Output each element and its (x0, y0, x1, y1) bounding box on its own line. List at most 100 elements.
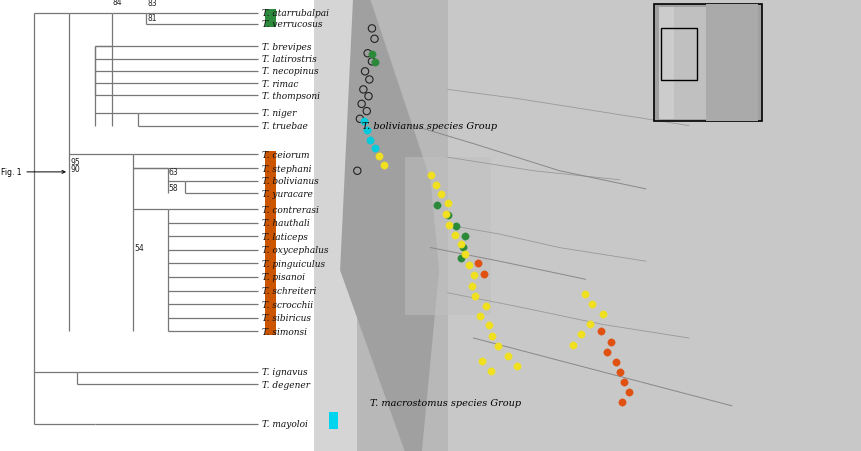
Point (369, 60, 382, 67)
Bar (329, 412, 338, 429)
Point (360, 108, 374, 115)
Text: T. brevipes: T. brevipes (262, 43, 311, 52)
Text: T. bolivianus species Group: T. bolivianus species Group (362, 122, 497, 131)
Text: T. niger: T. niger (262, 109, 296, 118)
Point (622, 389, 635, 396)
Point (486, 332, 499, 340)
Bar (661, 29, 697, 81)
Point (617, 379, 631, 386)
Point (441, 212, 455, 219)
Text: T. sibiricus: T. sibiricus (262, 313, 311, 322)
Point (458, 251, 472, 258)
Point (360, 127, 374, 134)
Text: T. ignavus: T. ignavus (262, 368, 307, 377)
Point (357, 118, 371, 125)
Point (585, 301, 599, 308)
Point (615, 399, 629, 406)
Bar (265, 10, 276, 28)
Text: T. simonsi: T. simonsi (262, 327, 307, 336)
Text: T. hauthali: T. hauthali (262, 219, 309, 228)
Text: 95: 95 (71, 158, 80, 167)
Text: T. truebae: T. truebae (262, 122, 307, 131)
Text: 54: 54 (134, 244, 144, 253)
Text: T. laticeps: T. laticeps (262, 232, 307, 241)
Point (363, 137, 377, 144)
Point (356, 87, 370, 94)
Point (443, 222, 456, 229)
Bar (265, 152, 276, 335)
Text: 63: 63 (169, 168, 178, 177)
Text: 90: 90 (71, 165, 80, 173)
Point (448, 232, 461, 239)
Text: T. mayoloi: T. mayoloi (262, 419, 307, 428)
Point (596, 311, 610, 318)
Text: T. macrostomus species Group: T. macrostomus species Group (370, 398, 522, 407)
Text: T. pinguiculus: T. pinguiculus (262, 259, 325, 268)
Point (377, 162, 391, 170)
Text: T. latirostris: T. latirostris (262, 55, 317, 64)
Point (424, 172, 437, 179)
Point (467, 272, 480, 279)
Text: 84: 84 (113, 0, 122, 7)
Bar (659, 8, 758, 120)
Point (441, 200, 455, 207)
Text: T. stephani: T. stephani (262, 164, 311, 173)
Point (468, 293, 482, 300)
Point (358, 69, 372, 76)
Point (455, 241, 468, 248)
Bar (654, 5, 762, 122)
Text: 58: 58 (169, 183, 178, 192)
Text: T. pisanoi: T. pisanoi (262, 273, 305, 282)
Point (434, 191, 448, 198)
Point (583, 321, 597, 328)
Point (491, 343, 505, 350)
Bar (706, 5, 758, 122)
Point (353, 116, 367, 123)
Point (594, 328, 608, 335)
Point (475, 357, 489, 364)
Point (480, 303, 493, 310)
Point (465, 283, 479, 290)
Point (368, 145, 381, 152)
Text: T. oxycephalus: T. oxycephalus (262, 246, 328, 255)
Point (471, 260, 485, 267)
Text: T. rimac: T. rimac (262, 79, 298, 88)
Point (350, 168, 364, 175)
Point (355, 101, 369, 108)
Point (613, 368, 627, 376)
Point (477, 271, 491, 278)
Text: T. contrerasi: T. contrerasi (262, 205, 319, 214)
Text: T. schreiteri: T. schreiteri (262, 286, 316, 295)
Point (604, 338, 618, 345)
Text: T. bolivianus: T. bolivianus (262, 177, 319, 186)
Bar (314, 0, 861, 451)
Point (474, 313, 487, 320)
Point (372, 153, 386, 161)
Point (574, 331, 588, 338)
Point (365, 59, 379, 66)
Text: T. ceiorum: T. ceiorum (262, 151, 309, 160)
Point (462, 262, 476, 269)
Bar (314, 0, 357, 451)
Point (458, 233, 472, 240)
Text: 81: 81 (147, 14, 157, 23)
Bar (405, 158, 491, 316)
Point (365, 26, 379, 33)
Point (365, 51, 379, 59)
Point (600, 348, 614, 355)
Polygon shape (340, 0, 439, 451)
Text: 83: 83 (147, 0, 157, 8)
Point (439, 211, 453, 218)
Text: T. degener: T. degener (262, 380, 310, 389)
Point (484, 367, 498, 374)
Text: T. verrucosus: T. verrucosus (262, 20, 322, 29)
Bar (659, 8, 674, 120)
Point (501, 353, 515, 360)
Point (510, 363, 523, 370)
Text: Fig. 1: Fig. 1 (1, 168, 65, 177)
Point (609, 358, 623, 365)
Point (482, 322, 496, 329)
Bar (448, 0, 861, 451)
Text: T. scrocchii: T. scrocchii (262, 300, 313, 309)
Text: T. yuracare: T. yuracare (262, 189, 313, 198)
